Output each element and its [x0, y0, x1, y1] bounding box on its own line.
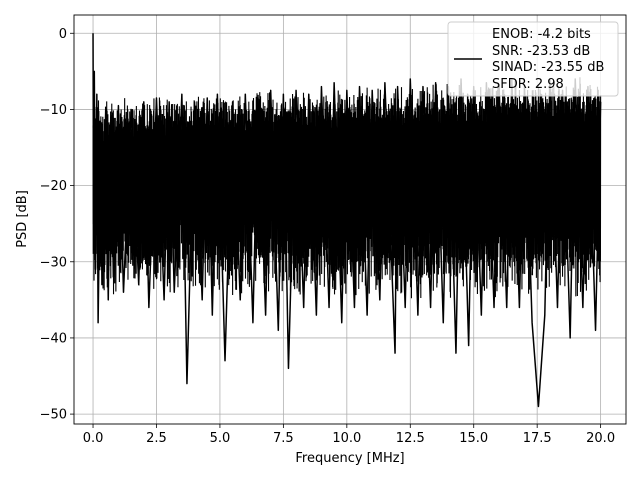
y-axis-ticks: 0 −10 −20 −30 −40 −50 — [40, 27, 74, 423]
x-tick-label: 17.5 — [523, 431, 552, 446]
legend-box — [447, 21, 619, 97]
legend-sfdr: SFDR: 2.98 — [492, 77, 564, 92]
y-tick-label: −10 — [40, 103, 67, 118]
x-tick-label: 7.5 — [273, 431, 294, 446]
x-tick-label: 12.5 — [396, 431, 425, 446]
legend: ENOB: -4.2 bits SNR: -23.53 dB SINAD: -2… — [447, 21, 619, 97]
x-tick-label: 2.5 — [146, 431, 167, 446]
y-tick-label: −50 — [40, 408, 67, 423]
legend-snr: SNR: -23.53 dB — [492, 44, 590, 59]
y-tick-label: −30 — [40, 255, 67, 270]
x-tick-label: 15.0 — [459, 431, 488, 446]
plot-frame — [73, 14, 627, 425]
y-tick-label: 0 — [59, 27, 67, 42]
x-tick-label: 10.0 — [332, 431, 361, 446]
legend-sinad: SINAD: -23.55 dB — [492, 60, 604, 75]
y-axis-label: PSD [dB] — [15, 190, 30, 248]
y-tick-label: −20 — [40, 179, 67, 194]
x-tick-label: 20.0 — [586, 431, 615, 446]
x-axis-ticks: 0.0 2.5 5.0 7.5 10.0 12.5 15.0 17.5 20.0 — [83, 424, 615, 446]
y-tick-label: −40 — [40, 331, 67, 346]
legend-enob: ENOB: -4.2 bits — [492, 27, 591, 42]
psd-series-line — [92, 33, 602, 408]
x-tick-label: 0.0 — [83, 431, 104, 446]
x-tick-label: 5.0 — [210, 431, 231, 446]
x-axis-label: Frequency [MHz] — [295, 451, 404, 466]
